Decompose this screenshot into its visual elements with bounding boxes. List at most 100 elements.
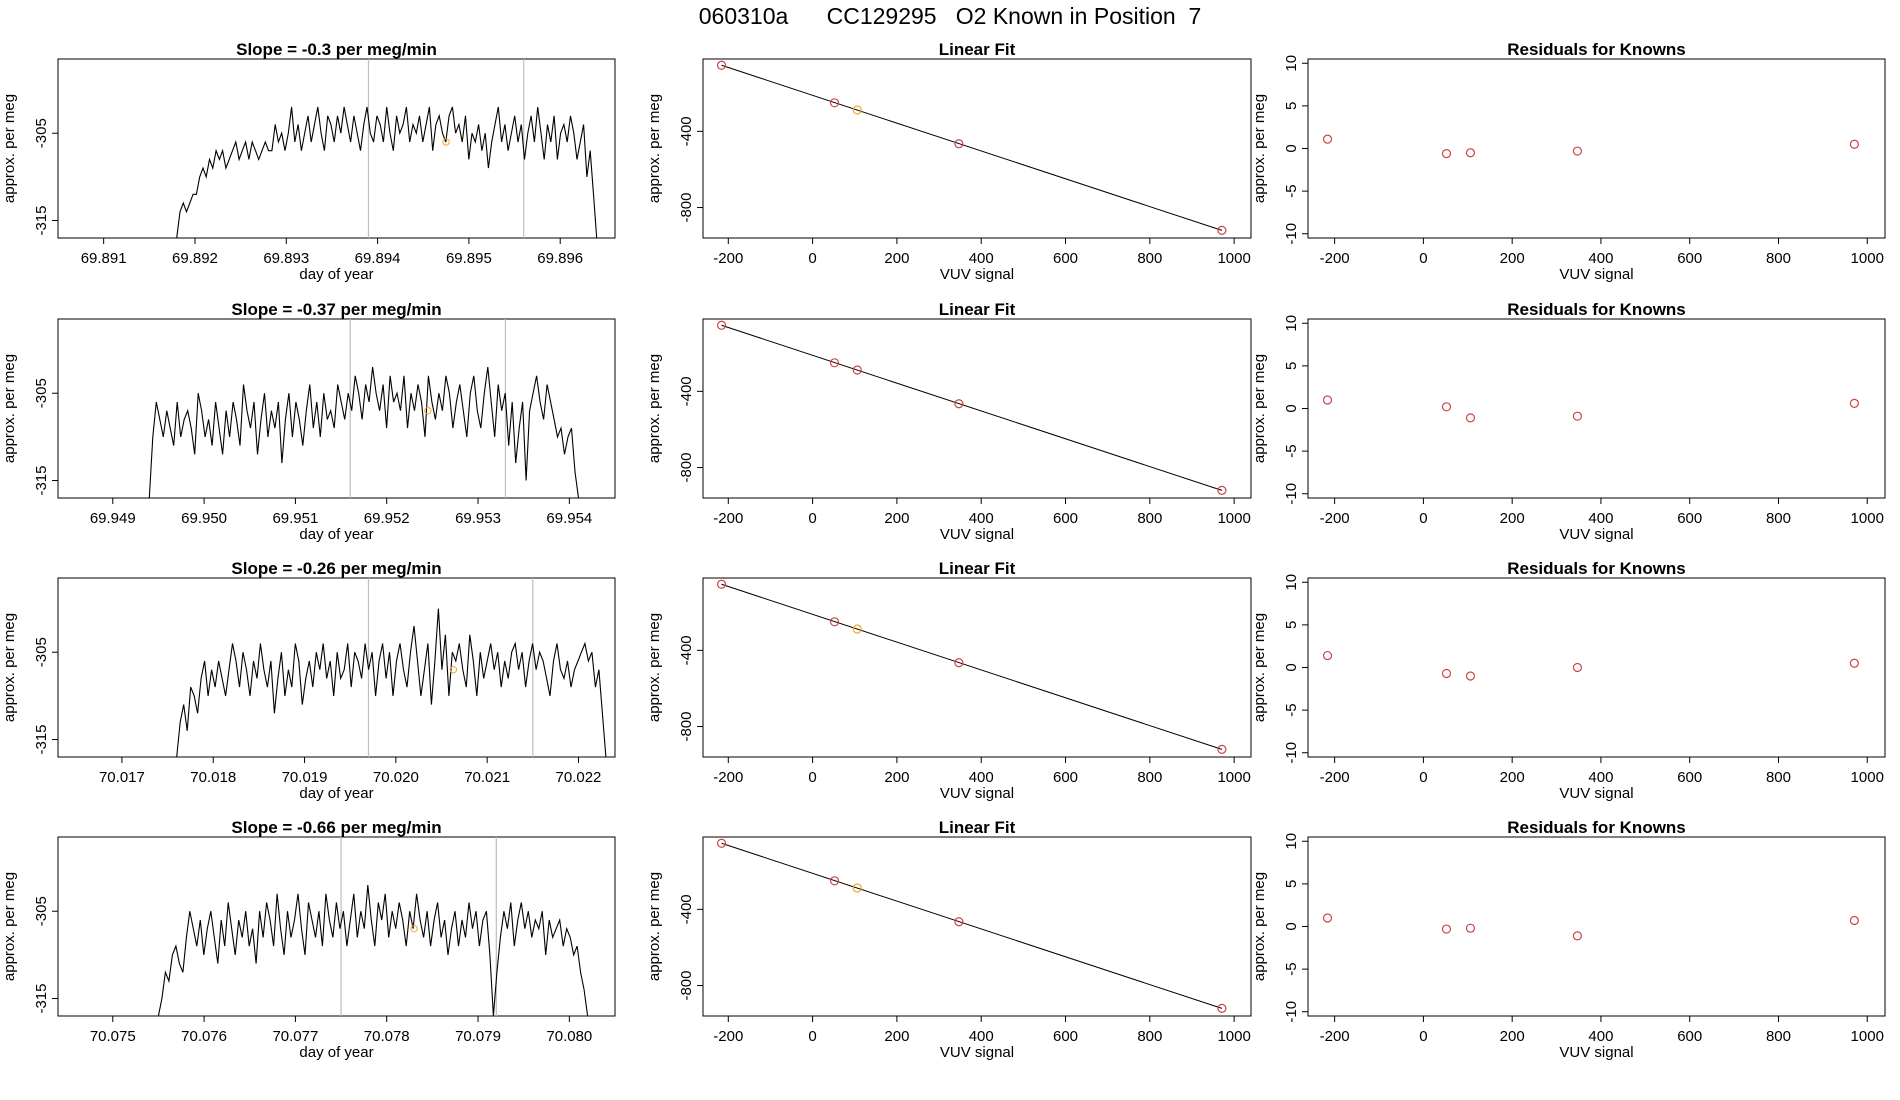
x-tick-label: 0: [808, 769, 816, 786]
y-axis-label: approx. per meg: [1251, 354, 1268, 463]
chart-panel-5: Linear Fit -200 0 200 400 600 800 1000 VUV signa…: [646, 300, 1252, 543]
x-tick-label: 800: [1137, 510, 1162, 527]
data-point: [1465, 148, 1476, 158]
x-tick-label: 0: [808, 510, 816, 527]
chart-panel-3: Residuals for Knowns-200 0 200 400 600 800 100…: [1251, 40, 1886, 283]
data-point: [829, 98, 840, 108]
chart-title: Slope = -0.66 per meg/min: [231, 818, 441, 837]
y-tick-label: 0: [1283, 404, 1300, 412]
signal-trace: [176, 106, 598, 238]
x-tick-label: 200: [1500, 769, 1525, 786]
x-tick-label: 600: [1677, 769, 1702, 786]
data-point: [1322, 134, 1333, 144]
x-tick-label: 800: [1766, 1028, 1791, 1045]
fit-line: [721, 324, 1223, 491]
y-tick-label: 10: [1283, 833, 1300, 850]
x-axis-label: day of year: [299, 785, 373, 802]
chart-title: Residuals for Knowns: [1507, 300, 1686, 319]
chart-panel-6: Residuals for Knowns-200 0 200 400 600 800 100…: [1251, 300, 1886, 543]
x-tick-label: 70.077: [272, 1028, 318, 1045]
y-axis-label: approx. per meg: [1, 872, 18, 981]
data-point: [954, 399, 964, 409]
y-tick-label: -400: [678, 116, 695, 146]
data-point: [1217, 225, 1227, 235]
y-axis-label: approx. per meg: [646, 94, 663, 203]
plot-frame: [57, 577, 616, 758]
x-tick-label: 400: [1588, 1028, 1613, 1045]
y-tick-label: -800: [678, 712, 695, 742]
x-tick-label: 69.893: [263, 250, 309, 267]
chart-panel-11: Linear Fit -200 0 200 400 600 800 1000 VUV signa…: [646, 818, 1252, 1061]
plot-frame: [1307, 577, 1886, 758]
y-tick-label: 5: [1283, 102, 1300, 110]
x-tick-label: -200: [1320, 769, 1350, 786]
y-tick-label: -315: [33, 466, 50, 496]
chart-panel-12: Residuals for Knowns-200 0 200 400 600 800 100…: [1251, 818, 1886, 1061]
y-tick-label: -10: [1283, 742, 1300, 764]
x-tick-label: 200: [1500, 1028, 1525, 1045]
x-tick-label: 400: [969, 510, 994, 527]
x-tick-label: 800: [1137, 1028, 1162, 1045]
data-point: [1465, 923, 1476, 933]
y-tick-label: -5: [1283, 703, 1300, 716]
chart-title: Linear Fit: [939, 818, 1016, 837]
y-axis-label: approx. per meg: [1251, 872, 1268, 981]
y-tick-label: -305: [33, 637, 50, 667]
y-tick-label: -5: [1283, 444, 1300, 457]
y-axis-label: approx. per meg: [1, 94, 18, 203]
x-tick-label: 600: [1053, 510, 1078, 527]
data-point: [1572, 411, 1583, 421]
chart-panel-9: Residuals for Knowns-200 0 200 400 600 800 100…: [1251, 559, 1886, 802]
x-tick-label: 69.949: [90, 510, 136, 527]
fit-line: [721, 583, 1223, 750]
x-tick-label: 70.076: [181, 1028, 227, 1045]
y-tick-label: -800: [678, 971, 695, 1001]
x-tick-label: 400: [1588, 769, 1613, 786]
x-tick-label: 0: [1419, 510, 1427, 527]
y-tick-label: -5: [1283, 962, 1300, 975]
x-tick-label: 0: [1419, 250, 1427, 267]
y-axis-label: approx. per meg: [1, 354, 18, 463]
x-tick-label: 1000: [1217, 250, 1250, 267]
x-axis-label: VUV signal: [940, 266, 1014, 283]
x-tick-label: 70.019: [282, 769, 328, 786]
y-tick-label: 10: [1283, 55, 1300, 72]
chart-title: Linear Fit: [939, 40, 1016, 59]
data-point: [716, 320, 727, 330]
plot-frame: [57, 836, 616, 1017]
plot-frame: [702, 58, 1252, 239]
x-axis-label: VUV signal: [940, 526, 1014, 543]
y-tick-label: -305: [33, 118, 50, 148]
x-tick-label: 400: [969, 769, 994, 786]
y-tick-label: 5: [1283, 621, 1300, 629]
chart-title: Slope = -0.37 per meg/min: [231, 300, 441, 319]
data-point: [716, 838, 727, 848]
data-point: [1849, 658, 1859, 668]
signal-trace: [157, 884, 589, 1016]
mean-marker-point: [410, 924, 418, 933]
data-point: [852, 624, 862, 634]
x-axis-label: day of year: [299, 526, 373, 543]
x-tick-label: 800: [1766, 510, 1791, 527]
data-point: [716, 60, 727, 70]
data-point: [1217, 485, 1227, 495]
chart-title: Residuals for Knowns: [1507, 40, 1686, 59]
y-tick-label: -315: [33, 206, 50, 236]
x-tick-label: 400: [969, 1028, 994, 1045]
plot-frame: [1307, 58, 1886, 239]
mean-marker-point: [442, 138, 450, 146]
x-tick-label: 70.017: [99, 769, 145, 786]
data-point: [1322, 395, 1333, 405]
y-tick-label: 0: [1283, 144, 1300, 152]
x-axis-label: VUV signal: [1559, 266, 1633, 283]
y-tick-label: 5: [1283, 362, 1300, 370]
data-point: [1441, 149, 1452, 159]
x-tick-label: 200: [884, 510, 909, 527]
mean-marker-point: [424, 406, 432, 415]
x-axis-label: day of year: [299, 266, 373, 283]
chart-title: Linear Fit: [939, 300, 1016, 319]
x-tick-label: 400: [1588, 250, 1613, 267]
data-point: [1441, 924, 1452, 934]
x-axis-label: VUV signal: [1559, 1044, 1633, 1061]
chart-title: Residuals for Knowns: [1507, 818, 1686, 837]
